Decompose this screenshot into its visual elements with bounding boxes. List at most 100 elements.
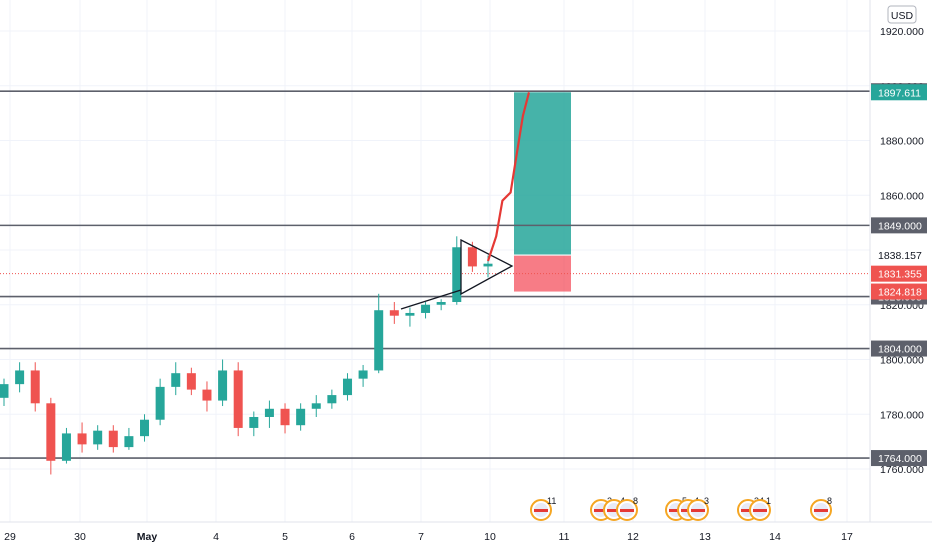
candle — [405, 307, 415, 327]
candle — [436, 299, 446, 311]
x-tick-label: 4 — [213, 531, 219, 543]
x-tick-label: 13 — [699, 531, 711, 543]
marker-price-tag: 1831.355 — [871, 265, 927, 282]
candle-body — [327, 395, 337, 404]
candle — [358, 364, 368, 387]
candle-body — [0, 384, 9, 398]
x-tick-label: 7 — [418, 531, 424, 543]
x-tick-label: 29 — [4, 531, 16, 543]
candle — [155, 378, 165, 426]
x-tick-label: 12 — [627, 531, 639, 543]
x-tick-label: 5 — [282, 531, 288, 543]
y-tick-label: 1860.000 — [880, 190, 924, 202]
candle — [280, 403, 290, 434]
candle-body — [249, 416, 259, 428]
flag-stripe — [620, 509, 634, 512]
candle — [61, 427, 71, 464]
candle — [311, 395, 321, 417]
x-tick-label: 10 — [484, 531, 496, 543]
candle — [202, 381, 212, 412]
time-axis: 29 30 May 4 5 6 7 10 11 12 13 14 17 — [0, 521, 932, 543]
candle-body — [30, 370, 40, 404]
event-badge-count: 11 — [547, 496, 556, 506]
candle-body — [61, 433, 71, 461]
candle — [249, 411, 259, 437]
trendline — [400, 289, 462, 310]
y-tick-label: 1780.000 — [880, 409, 924, 421]
candle — [124, 427, 134, 450]
candle-body — [202, 389, 212, 401]
x-tick-label: May — [137, 531, 158, 543]
candle — [264, 400, 274, 428]
level-price-tag-text: 1764.000 — [878, 453, 922, 465]
x-tick-label: 6 — [349, 531, 355, 543]
candle-body — [218, 370, 228, 401]
level-price-tag-text: 1849.000 — [878, 220, 922, 232]
triangle-pattern — [460, 238, 514, 296]
candle-body — [233, 370, 243, 428]
candle-body — [264, 408, 274, 417]
candle-body — [15, 370, 25, 385]
currency-label: USD — [891, 10, 914, 22]
event-badge-count: 3 — [704, 496, 709, 506]
currency-badge — [887, 5, 917, 24]
candle-body — [77, 433, 87, 445]
candle — [15, 362, 25, 393]
candle-body — [311, 403, 321, 409]
candle — [327, 389, 337, 409]
flag-stripe — [607, 509, 621, 512]
candle — [93, 425, 103, 450]
level-price-tag-bg — [871, 450, 927, 467]
flag-stripe — [814, 509, 828, 512]
candle — [0, 378, 9, 407]
marker-price-tag-text: 1824.818 — [878, 287, 922, 299]
marker-price-tag-text: 1897.611 — [878, 87, 921, 99]
candle — [374, 293, 384, 374]
candle-body — [421, 304, 431, 313]
event-badge: 11 — [530, 496, 556, 521]
level-price-tag: 1804.000 — [871, 340, 927, 357]
candle — [171, 362, 181, 396]
entry-price-tag: 1838.157 — [870, 246, 928, 264]
level-price-tag-bg — [871, 217, 927, 234]
candle — [389, 302, 399, 324]
horizontal-levels — [0, 90, 870, 459]
x-tick-label: 17 — [841, 531, 853, 543]
candle-body — [452, 247, 462, 303]
entry-price-tag-bg — [870, 246, 928, 264]
event-badge: 8 — [810, 496, 832, 521]
marker-price-tag: 1824.818 — [871, 283, 927, 300]
candle — [46, 397, 56, 475]
event-badge: 1 — [749, 496, 771, 521]
candle-body — [436, 302, 446, 305]
level-price-tag: 1849.000 — [871, 217, 927, 234]
flag-stripe — [691, 509, 705, 512]
candle-body — [358, 370, 368, 379]
y-tick-label: 1760.000 — [880, 464, 924, 476]
marker-price-tag: 1897.611 — [871, 84, 927, 101]
event-badge-count: 1 — [766, 496, 771, 506]
candle-body — [389, 310, 399, 316]
event-badges: 112485433418 — [530, 496, 832, 521]
candle-body — [296, 408, 306, 426]
event-badge: 3 — [687, 496, 709, 521]
event-badge: 8 — [616, 496, 638, 521]
flag-stripe — [594, 509, 608, 512]
candle — [467, 241, 477, 272]
candle — [77, 422, 87, 453]
candle — [108, 425, 118, 453]
candle-body — [93, 430, 103, 445]
candle — [342, 373, 352, 401]
y-tick-label: 1880.000 — [880, 136, 924, 148]
candle-body — [405, 312, 415, 316]
marker-price-tag-bg — [871, 283, 927, 300]
level-price-tag-text: 1804.000 — [878, 344, 922, 356]
x-tick-label: 14 — [769, 531, 781, 543]
candle — [233, 362, 243, 437]
entry-price-tag-text: 1838.157 — [878, 250, 922, 262]
candle-body — [124, 436, 134, 448]
price-axis: USD1760.0001780.0001800.0001820.0001840.… — [869, 0, 928, 522]
candles — [0, 236, 493, 475]
